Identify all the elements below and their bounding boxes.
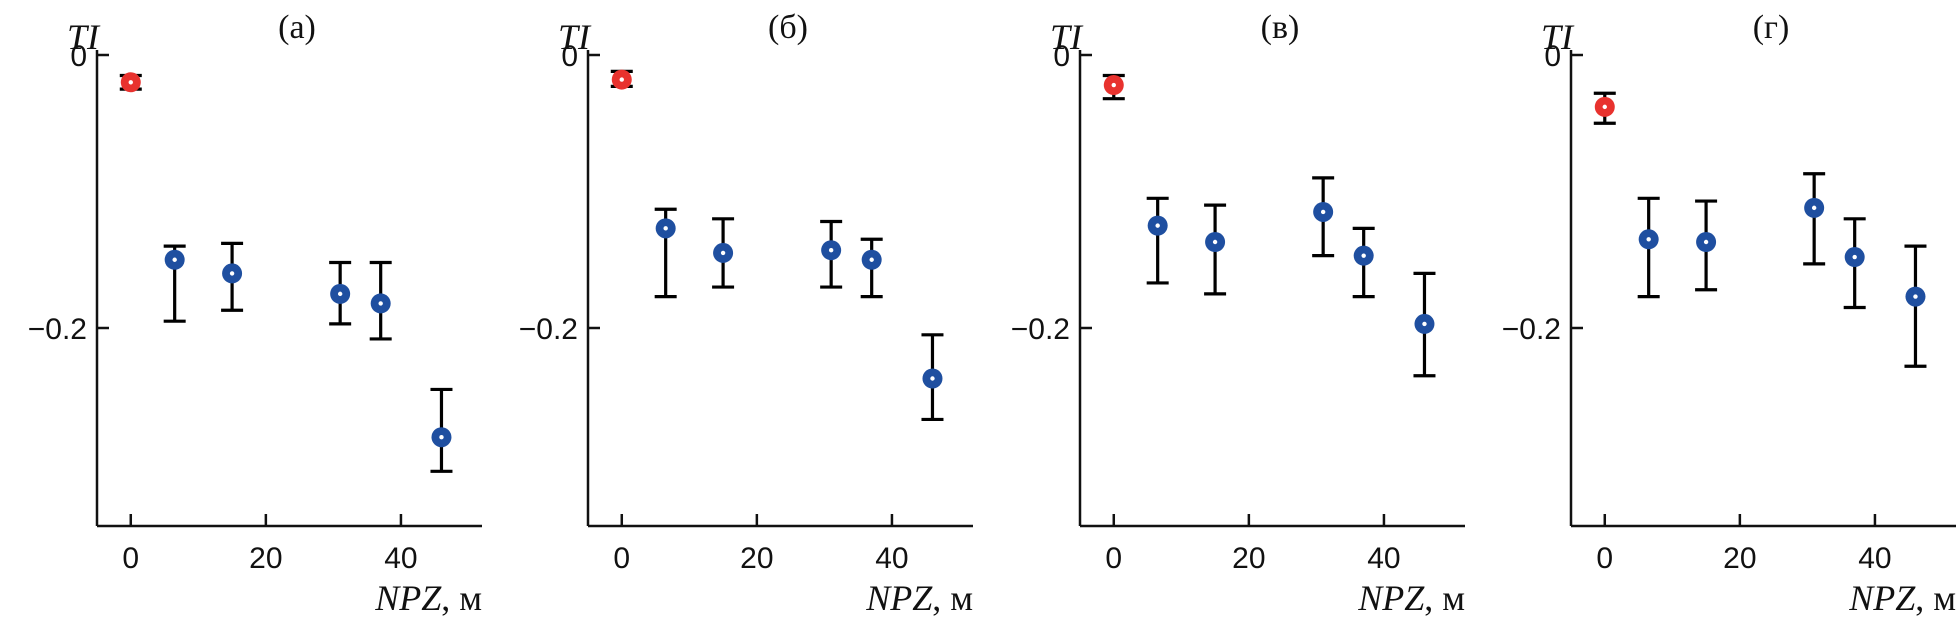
data-point: [654, 207, 677, 299]
marker-center: [1602, 104, 1607, 110]
marker-center: [439, 435, 444, 440]
x-axis-label-var: NPZ: [1848, 578, 1916, 618]
x-axis-label: NPZ, м: [1357, 578, 1465, 618]
marker-center: [1111, 82, 1116, 88]
panel-label: (а): [278, 9, 316, 46]
chart-panel-3: 0 −0.2 0 20 40 TI (в) NPZ, м: [1011, 9, 1465, 618]
data-point: [1637, 196, 1660, 299]
x-axis-label-var: NPZ: [865, 578, 933, 618]
chart-panel-4: 0 −0.2 0 20 40 TI (г) NPZ, м: [1502, 9, 1956, 618]
y-tick-label: 0: [1544, 40, 1561, 73]
x-axis-label: NPZ, м: [374, 578, 482, 618]
x-tick-label: 40: [1367, 542, 1400, 575]
marker-center: [869, 257, 874, 262]
data-point: [712, 217, 735, 289]
x-tick-label: 0: [1596, 542, 1613, 575]
marker-center: [1852, 254, 1857, 260]
panel-label: (в): [1261, 9, 1300, 46]
marker-center: [1811, 205, 1817, 211]
y-axis-label: TI: [558, 17, 592, 57]
x-tick-label: 40: [384, 542, 417, 575]
data-point: [1593, 91, 1616, 125]
x-axis-label-unit: , м: [1424, 578, 1465, 618]
x-tick-label: 0: [122, 542, 139, 575]
marker-center: [1320, 209, 1326, 215]
marker-center: [378, 301, 383, 306]
marker-center: [337, 291, 343, 297]
data-point: [1413, 271, 1436, 378]
marker-center: [720, 250, 726, 256]
marker-center: [229, 271, 235, 276]
x-tick-label: 20: [1232, 542, 1265, 575]
data-point: [1312, 176, 1335, 258]
x-tick-label: 40: [875, 542, 908, 575]
y-tick-label: 0: [70, 40, 87, 73]
x-tick-label: 20: [740, 542, 773, 575]
marker-center: [1913, 294, 1918, 299]
panel-label: (б): [768, 9, 808, 46]
data-point: [1204, 203, 1227, 296]
panel-label: (г): [1753, 9, 1790, 46]
y-tick-label: 0: [1053, 40, 1070, 73]
data-point: [119, 72, 142, 93]
x-axis-label: NPZ, м: [1848, 578, 1956, 618]
data-point: [1146, 196, 1169, 285]
x-axis-label-var: NPZ: [1357, 578, 1425, 618]
data-point: [1352, 226, 1375, 299]
y-tick-label: −0.2: [1502, 313, 1561, 346]
x-axis-label-unit: , м: [932, 578, 973, 618]
data-point: [221, 241, 244, 312]
y-axis-label: TI: [1541, 17, 1575, 57]
data-point: [610, 69, 633, 90]
data-point: [921, 333, 944, 422]
marker-center: [619, 77, 624, 82]
x-axis-label-unit: , м: [441, 578, 482, 618]
chart-panel-1: 0 −0.2 0 20 40 TI (а) NPZ, м: [28, 9, 482, 618]
marker-center: [128, 80, 133, 85]
marker-center: [930, 376, 935, 381]
y-tick-label: −0.2: [1011, 313, 1070, 346]
data-point: [1803, 172, 1826, 266]
marker-center: [663, 226, 668, 231]
data-point: [430, 387, 453, 473]
data-point: [1102, 73, 1125, 101]
data-point: [1843, 217, 1866, 310]
x-tick-label: 40: [1858, 542, 1891, 575]
chart-panel-2: 0 −0.2 0 20 40 TI (б) NPZ, м: [519, 9, 973, 618]
marker-center: [1212, 239, 1218, 245]
marker-center: [1422, 321, 1427, 327]
y-tick-label: −0.2: [519, 313, 578, 346]
data-point: [860, 237, 883, 299]
y-tick-label: −0.2: [28, 313, 87, 346]
y-axis-label: TI: [1050, 17, 1084, 57]
y-tick-label: 0: [561, 40, 578, 73]
data-point: [820, 219, 843, 289]
x-axis-label-var: NPZ: [374, 578, 442, 618]
x-tick-label: 0: [613, 542, 630, 575]
data-point: [329, 260, 352, 326]
marker-center: [1361, 253, 1366, 258]
x-axis-label-unit: , м: [1915, 578, 1956, 618]
data-point: [1904, 244, 1927, 368]
y-axis-label: TI: [67, 17, 101, 57]
data-point: [163, 244, 186, 323]
marker-center: [1155, 223, 1160, 228]
marker-center: [1703, 239, 1709, 245]
data-point: [1695, 199, 1718, 292]
marker-center: [172, 257, 177, 262]
marker-center: [1646, 237, 1651, 242]
x-tick-label: 0: [1105, 542, 1122, 575]
x-axis-label: NPZ, м: [865, 578, 973, 618]
x-tick-label: 20: [1723, 542, 1756, 575]
x-tick-label: 20: [249, 542, 282, 575]
data-point: [369, 260, 392, 341]
marker-center: [828, 247, 834, 253]
